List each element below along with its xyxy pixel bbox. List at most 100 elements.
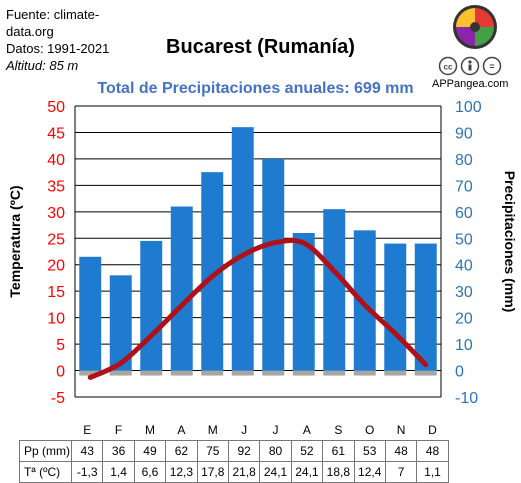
y-right-tick-label: 60 [455, 205, 473, 222]
chart-subtitle: Total de Precipitaciones anuales: 699 mm [97, 80, 414, 97]
y-left-tick-label: 10 [47, 311, 65, 328]
temperature-row: Tª (ºC) -1,3 1,4 6,6 12,3 17,8 21,8 24,1 24,1 18… [19, 461, 449, 483]
precipitation-bar [170, 206, 193, 371]
month-label: A [302, 423, 311, 437]
precipitation-cell: 75 [196, 440, 229, 462]
precipitation-bar [231, 127, 254, 371]
y-right-tick-label: -10 [455, 390, 478, 407]
precipitation-bar [323, 209, 346, 371]
precipitation-cell: 48 [416, 440, 449, 462]
precipitation-bar [384, 243, 407, 371]
y-right-tick-label: 100 [455, 99, 482, 116]
bar-baseline [170, 370, 193, 376]
y-right-tick-label: 30 [455, 284, 473, 301]
precipitation-bar [292, 232, 315, 371]
data-years: Datos: 1991-2021 [6, 41, 110, 56]
temperature-cell: 24,1 [290, 461, 324, 483]
precipitation-bar [140, 240, 163, 371]
month-label: A [177, 423, 186, 437]
precipitation-cell: 92 [227, 440, 261, 462]
bar-baseline [109, 370, 132, 376]
month-label: D [428, 423, 437, 437]
bar-baseline [292, 370, 315, 376]
y-right-tick-label: 90 [455, 125, 473, 142]
share-alike-icon: = [482, 56, 502, 76]
precipitation-bar [262, 158, 285, 371]
month-label: S [334, 423, 343, 437]
altitude: Altitud: 85 m [6, 58, 79, 73]
y-right-tick-label: 20 [455, 311, 473, 328]
temperature-line [87, 237, 429, 380]
precipitation-bar [414, 243, 437, 371]
y-right-tick-label: 70 [455, 178, 473, 195]
temperature-cell: 18,8 [322, 461, 355, 483]
precipitation-bar [201, 172, 224, 371]
y-left-tick-label: 40 [47, 152, 65, 169]
bar-baseline [140, 370, 163, 376]
chart-title: Bucarest (Rumanía) [166, 36, 355, 58]
y-left-tick-label: 0 [56, 364, 65, 381]
y-left-tick-label: -5 [51, 390, 65, 407]
month-label: N [396, 423, 406, 437]
precipitation-cell: 53 [353, 440, 386, 462]
attribution-icon [460, 56, 480, 76]
precipitation-cell: 52 [290, 440, 324, 462]
y-right-tick-label: 80 [455, 152, 473, 169]
source-line: Fuente: climate- [6, 7, 100, 22]
temperature-cell: 21,8 [227, 461, 261, 483]
y-left-tick-label: 45 [47, 125, 65, 142]
month-label: F [114, 423, 123, 437]
month-label: J [272, 423, 279, 437]
precipitation-cell: 62 [165, 440, 198, 462]
y-right-tick-label: 40 [455, 258, 473, 275]
temperature-cell: 7 [384, 461, 418, 483]
bar-baseline [323, 370, 346, 376]
temperature-cell: 1,1 [416, 461, 449, 483]
precipitation-cell: 80 [259, 440, 292, 462]
precipitation-row: Pp (mm) 43 36 49 62 75 92 80 52 61 53 48 48 [19, 440, 449, 462]
y-right-tick-label: 50 [455, 231, 473, 248]
bar-baseline [231, 370, 254, 376]
month-label: O [365, 423, 375, 437]
precipitation-cell: 36 [102, 440, 135, 462]
temperature-cell: 1,4 [102, 461, 135, 483]
y-left-tick-label: 50 [47, 99, 65, 116]
y-left-tick-label: 5 [56, 337, 65, 354]
precipitation-bar [353, 230, 376, 371]
y-right-tick-label: 0 [455, 364, 464, 381]
temperature-cell: 12,3 [165, 461, 198, 483]
y-left-axis-title: Temperatura (ºC) [7, 185, 23, 297]
precipitation-cell: 48 [384, 440, 418, 462]
climate-chart: -5 0 5 10 15 20 25 30 35 40 45 50 -10 0 10 20 30 40 50 60 70… [7, 99, 518, 407]
bar-baseline [353, 370, 376, 376]
temperature-cell: 12,4 [353, 461, 386, 483]
source-info: Fuente: climate- data.org Datos: 1991-20… [6, 6, 136, 74]
precipitation-cell: 61 [322, 440, 355, 462]
temperature-cell: 6,6 [133, 461, 167, 483]
license-icons: cc = [438, 56, 502, 76]
bar-baseline [414, 370, 437, 376]
temperature-cell: -1,3 [70, 461, 104, 483]
bar-baseline [201, 370, 224, 376]
bar-baseline [79, 370, 102, 376]
month-label: M [207, 423, 218, 437]
y-left-tick-label: 25 [47, 231, 65, 248]
temperature-row-label: Tª (ºC) [19, 461, 72, 483]
svg-text:cc: cc [444, 63, 453, 72]
precipitation-row-label: Pp (mm) [19, 440, 72, 462]
cc-icon: cc [438, 56, 458, 76]
y-left-tick-label: 30 [47, 205, 65, 222]
y-left-tick-label: 15 [47, 284, 65, 301]
svg-text:=: = [489, 62, 494, 72]
temperature-cell: 24,1 [259, 461, 292, 483]
precipitation-bar [109, 275, 132, 371]
y-left-tick-label: 20 [47, 258, 65, 275]
precipitation-cell: 43 [70, 440, 104, 462]
precipitation-bar [79, 256, 102, 371]
bar-baseline [262, 370, 285, 376]
brand-label: APPangea.com [432, 78, 509, 90]
month-label: M [144, 423, 155, 437]
temperature-cell: 17,8 [196, 461, 229, 483]
month-label: J [241, 423, 248, 437]
